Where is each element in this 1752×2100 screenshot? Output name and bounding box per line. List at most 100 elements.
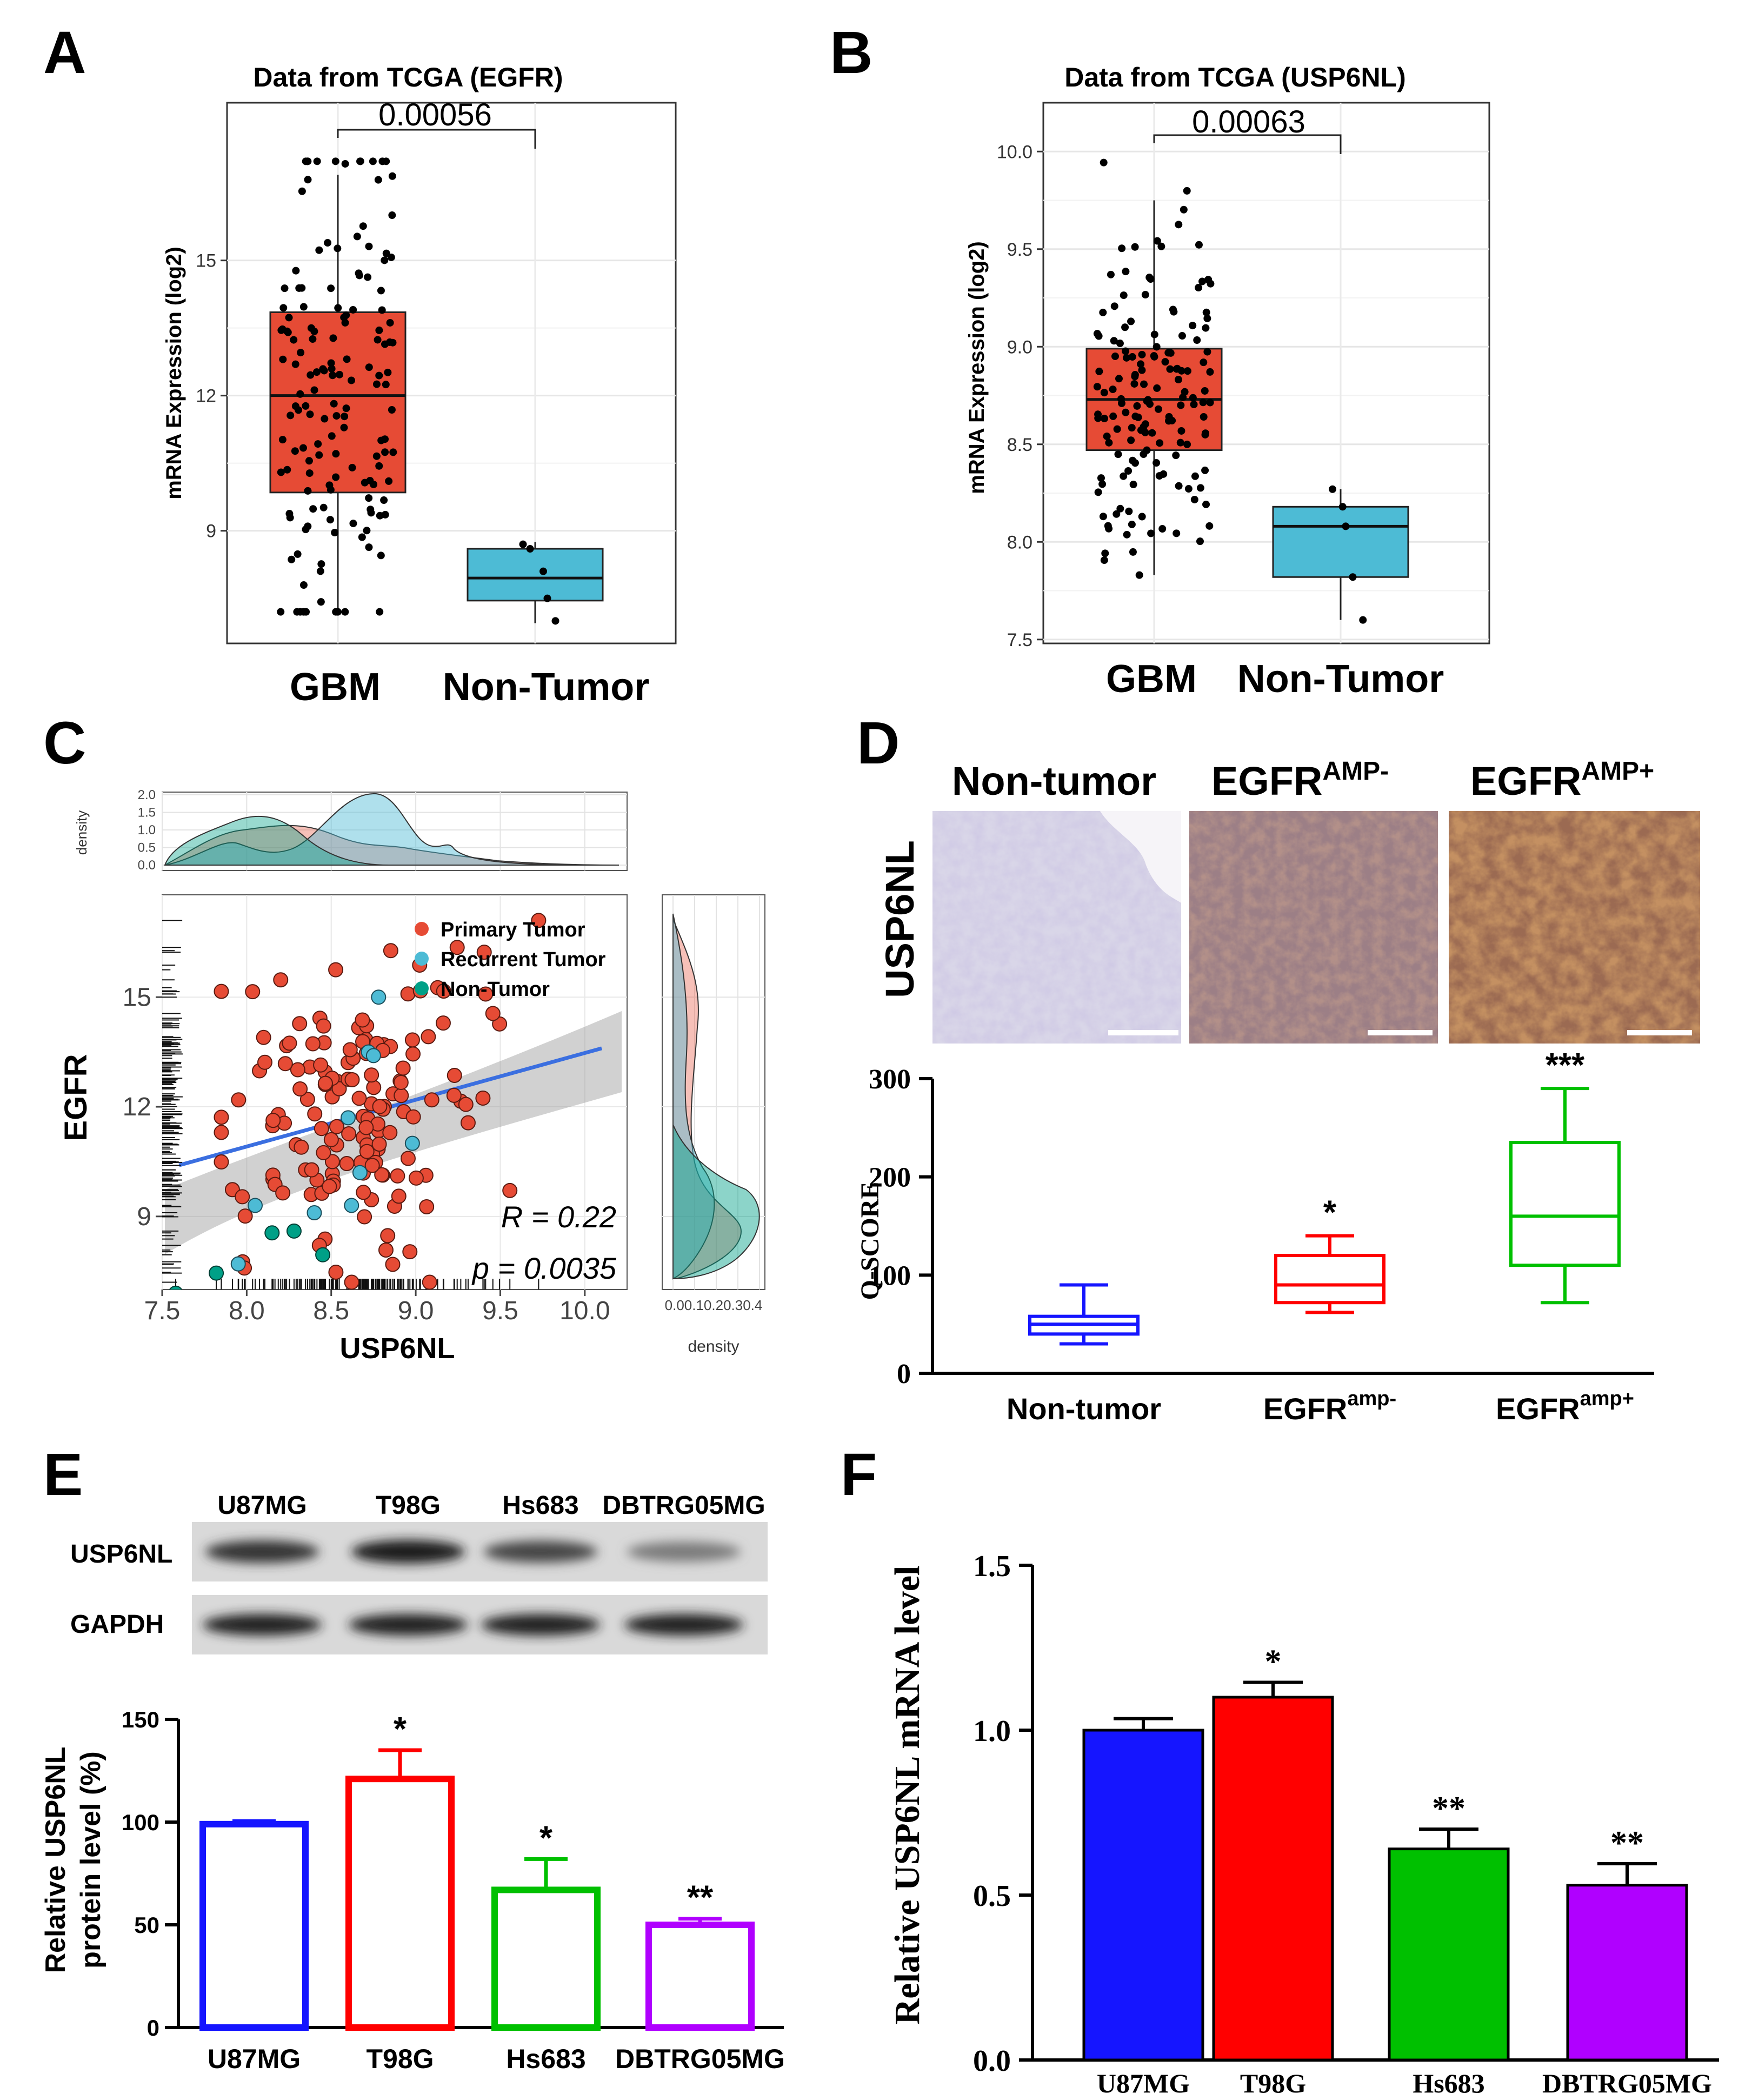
data-point <box>1172 451 1180 460</box>
data-point <box>1175 482 1183 490</box>
data-point <box>1124 467 1133 475</box>
data-point <box>315 246 323 254</box>
point-primary-tumor <box>364 1158 380 1173</box>
data-point <box>319 503 328 511</box>
panel-c-legend: Primary Tumor Recurrent Tumor Non-Tumor <box>415 919 606 1001</box>
data-point <box>306 410 314 418</box>
x-tick-label: DBTRG05MG <box>1542 2068 1712 2098</box>
panel-letter-e: E <box>43 1441 83 1508</box>
point-primary-tumor <box>292 1081 308 1096</box>
panel-d: Non-tumor EGFRAMP- EGFRAMP+ USP6NL **** … <box>856 757 1700 1426</box>
data-point <box>1127 317 1135 325</box>
blot-band-usp6nl <box>484 1540 597 1563</box>
data-point <box>279 304 288 312</box>
y-tick-label: 50 <box>134 1912 159 1938</box>
x-tick-label: U87MG <box>1097 2068 1190 2098</box>
data-point <box>1134 413 1142 421</box>
point-primary-tumor <box>245 984 261 1000</box>
data-point <box>283 327 291 335</box>
y-tick-label: 9 <box>137 1202 151 1231</box>
data-point <box>299 444 307 452</box>
y-tick-label: 0 <box>897 1359 911 1390</box>
data-point <box>1349 573 1357 581</box>
data-point <box>539 567 547 575</box>
panel-a-xtick-gbm: GBM <box>290 666 381 709</box>
data-point <box>327 359 335 367</box>
bar-u87mg <box>1082 1729 1204 2062</box>
data-point <box>292 267 300 275</box>
x-tick-base: EGFR <box>1496 1392 1580 1426</box>
data-point <box>288 555 296 563</box>
data-point <box>335 370 343 378</box>
data-point <box>341 608 349 616</box>
data-point <box>1120 291 1128 300</box>
data-point <box>1127 436 1135 444</box>
data-point <box>376 608 384 616</box>
point-primary-tumor <box>214 1109 229 1125</box>
data-point <box>372 380 381 388</box>
data-point <box>551 617 559 625</box>
data-point <box>1122 347 1130 355</box>
data-point <box>327 284 335 293</box>
point-primary-tumor <box>478 986 494 1002</box>
data-point <box>295 406 303 414</box>
point-primary-tumor <box>351 1091 367 1106</box>
panel-c-right-density-primary <box>672 919 742 1279</box>
panel-letter-f: F <box>841 1441 877 1508</box>
data-point <box>1099 308 1107 316</box>
point-primary-tumor <box>374 1167 390 1182</box>
x-tick-label: EGFRamp+ <box>1496 1387 1634 1426</box>
data-point <box>1196 537 1204 546</box>
data-point <box>304 487 312 495</box>
data-point <box>283 466 291 474</box>
point-primary-tumor <box>273 972 289 988</box>
data-point <box>1153 459 1161 467</box>
point-primary-tumor <box>378 1242 394 1258</box>
data-point <box>326 516 334 524</box>
data-point <box>279 355 287 363</box>
y-tick-label: 150 <box>122 1707 159 1732</box>
significance-label: * <box>1323 1194 1337 1232</box>
data-point <box>307 324 315 332</box>
box <box>1274 1254 1385 1305</box>
data-point <box>1094 410 1102 418</box>
y-tick-label: 9.5 <box>1007 240 1032 260</box>
point-primary-tumor <box>421 1029 436 1045</box>
data-point <box>1203 314 1211 322</box>
point-recurrent-tumor <box>230 1256 246 1272</box>
data-point <box>320 367 328 375</box>
data-point <box>378 157 387 165</box>
point-primary-tumor <box>400 1151 416 1166</box>
data-point <box>1177 427 1185 435</box>
blot-lane-1: U87MG <box>217 1491 307 1520</box>
box <box>1509 1141 1621 1267</box>
panel-c-chart: 0.0 0.5 1.0 1.5 2.0 density 7.5 8.0 8.5 9.0 9.5 1… <box>58 788 765 1365</box>
data-point <box>358 533 366 541</box>
data-point <box>375 326 383 334</box>
data-point <box>1143 446 1151 454</box>
point-primary-tumor <box>435 1015 451 1031</box>
data-point <box>519 540 527 548</box>
data-point <box>329 371 337 380</box>
y-tick-label: 1.0 <box>973 1714 1011 1748</box>
data-point <box>1190 495 1198 503</box>
data-point <box>304 522 312 530</box>
data-point <box>372 452 381 460</box>
data-point <box>1157 242 1165 250</box>
data-point <box>1141 291 1149 299</box>
panel-letter-b: B <box>830 19 872 86</box>
data-point <box>341 413 349 421</box>
bar-u87mg <box>199 1820 309 2031</box>
panel-b-chart: Data from TCGA (USP6NL) 7.5 8.0 8.5 9.0 9.5 1… <box>965 62 1490 701</box>
point-primary-tumor <box>372 1099 388 1114</box>
data-point <box>1137 360 1145 368</box>
point-primary-tumor <box>316 1018 331 1034</box>
point-primary-tumor <box>447 1068 462 1084</box>
data-point <box>1135 571 1143 579</box>
panel-letter-c: C <box>43 710 86 776</box>
data-point <box>1095 332 1103 340</box>
data-point <box>341 160 349 168</box>
data-point <box>1123 530 1131 539</box>
x-tick-label: T98G <box>366 2044 434 2074</box>
density-tick-label: 0.5 <box>138 841 156 855</box>
